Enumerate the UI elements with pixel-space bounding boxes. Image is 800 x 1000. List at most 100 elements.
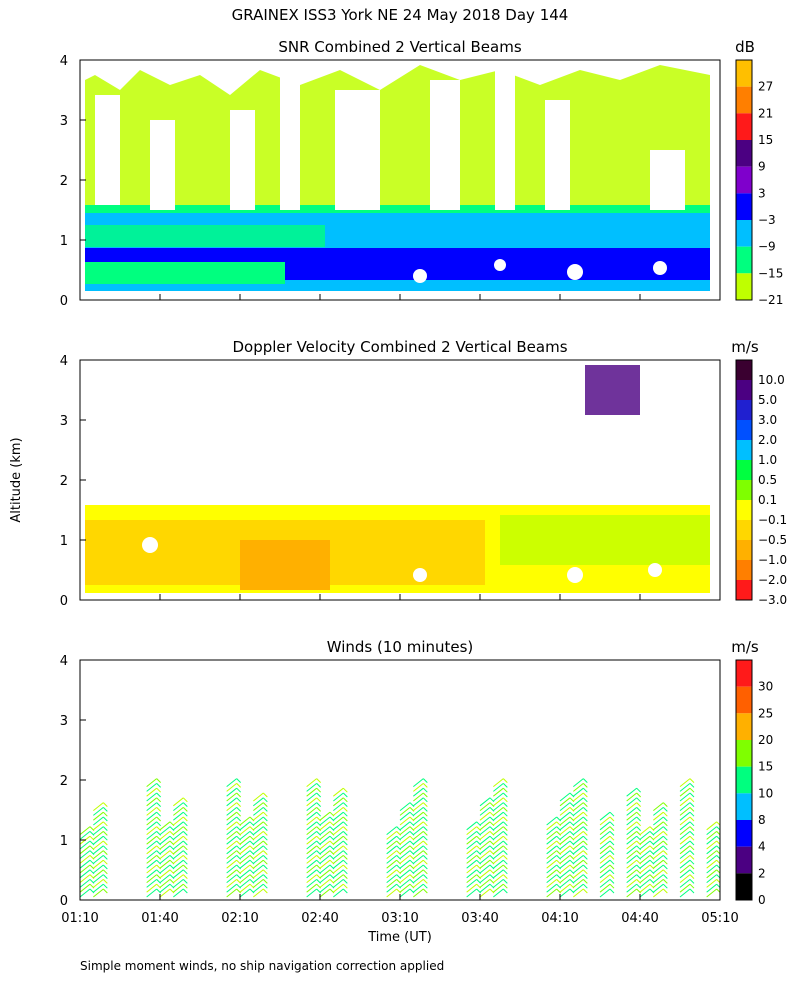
wind-barb	[306, 787, 317, 797]
wind-barb-feather	[89, 879, 95, 884]
colorbar-frame	[735, 359, 753, 601]
wind-barb-feather	[102, 874, 108, 879]
wind-barb	[306, 864, 317, 874]
wind-barb	[493, 792, 504, 802]
wind-barb	[319, 869, 331, 879]
wind-barb-feather	[329, 835, 335, 841]
wind-barb-feather	[182, 811, 188, 817]
wind-barb	[626, 874, 637, 883]
y-tick-label: 3	[60, 114, 68, 129]
wind-barb	[413, 888, 424, 898]
wind-barb-feather	[236, 888, 242, 894]
wind-barb	[679, 811, 691, 821]
wind-barb-feather	[556, 816, 562, 822]
wind-barb-feather	[662, 835, 668, 841]
colorbar-frame	[735, 59, 753, 301]
colorbar-swatch	[736, 500, 752, 520]
wind-barb	[493, 864, 504, 874]
wind-barb	[226, 802, 237, 811]
wind-barb-feather	[582, 888, 588, 894]
wind-barb-feather	[342, 845, 348, 851]
wind-barb-feather	[422, 864, 428, 870]
wind-barb	[319, 879, 331, 888]
wind-barb-feather	[102, 859, 108, 865]
wind-barb	[226, 826, 237, 835]
wind-barb	[239, 831, 251, 840]
wind-barb-feather	[182, 864, 188, 870]
wind-barb	[626, 821, 637, 831]
wind-barb	[493, 869, 504, 879]
wind-barb	[466, 826, 477, 835]
wind-barb	[413, 778, 424, 787]
colorbar-label: 15	[758, 133, 773, 147]
wind-barb-feather	[422, 802, 428, 807]
wind-barb-feather	[169, 831, 175, 836]
wind-barb-feather	[236, 778, 242, 783]
wind-barb	[573, 831, 584, 840]
wind-barb-feather	[262, 831, 268, 836]
wind-barb	[80, 850, 91, 859]
wind-barb-feather	[329, 850, 335, 855]
wind-barb	[333, 835, 344, 845]
wind-barb	[706, 850, 717, 859]
wind-barb	[679, 883, 691, 893]
colorbar-label: 8	[758, 813, 766, 827]
wind-barb	[253, 888, 264, 898]
wind-barb-feather	[102, 826, 108, 831]
wind-barb-feather	[249, 879, 255, 884]
wind-barb-feather	[236, 850, 242, 855]
wind-barb	[559, 802, 571, 811]
wind-barb-feather	[689, 792, 695, 798]
wind-barb	[479, 826, 491, 835]
wind-barb-feather	[502, 811, 508, 817]
wind-barb	[173, 807, 184, 816]
wind-barb-feather	[489, 826, 495, 831]
wind-barb-feather	[262, 850, 268, 855]
wind-barb	[146, 816, 157, 826]
wind-barb	[173, 864, 184, 874]
wind-barb	[626, 816, 637, 826]
wind-barb-feather	[636, 802, 642, 807]
wind-barb	[626, 888, 637, 898]
wind-barb	[573, 826, 584, 835]
wind-barb	[559, 883, 571, 893]
wind-barb-feather	[236, 859, 242, 865]
wind-barb-feather	[422, 883, 428, 889]
wind-barb-feather	[102, 850, 108, 855]
wind-barb	[253, 859, 264, 869]
wind-barb-feather	[569, 888, 575, 894]
wind-barb-feather	[182, 826, 188, 831]
wind-barb-feather	[556, 826, 562, 831]
wind-barb-feather	[689, 864, 695, 870]
wind-barb	[679, 802, 691, 811]
wind-barb-feather	[582, 816, 588, 822]
wind-barb	[626, 811, 637, 821]
wind-barb	[159, 845, 171, 855]
y-tick-label: 2	[60, 474, 68, 489]
wind-barb	[239, 874, 251, 883]
wind-barb-feather	[569, 826, 575, 831]
wind-barb-feather	[649, 883, 655, 889]
wind-barb-feather	[422, 831, 428, 836]
wind-barb-feather	[556, 869, 562, 875]
wind-barb	[679, 816, 691, 826]
wind-barb	[226, 874, 237, 883]
colorbar-label: 0.5	[758, 473, 777, 487]
wind-barb-feather	[649, 879, 655, 884]
x-tick-label: 02:10	[221, 911, 258, 926]
wind-barb	[466, 859, 477, 869]
wind-barb	[546, 831, 557, 840]
wind-barb-feather	[689, 783, 695, 788]
wind-barb	[93, 802, 104, 811]
wind-barb	[146, 835, 157, 845]
wind-barb	[319, 883, 331, 893]
wind-barb-feather	[342, 879, 348, 884]
wind-barb-feather	[182, 831, 188, 836]
wind-barb-feather	[249, 845, 255, 851]
colorbar-label: 10	[758, 786, 773, 800]
wind-barb-feather	[689, 855, 695, 860]
colorbar-swatch	[736, 440, 752, 460]
wind-barb	[386, 855, 397, 864]
wind-barb	[559, 816, 571, 826]
wind-barb	[306, 821, 317, 831]
